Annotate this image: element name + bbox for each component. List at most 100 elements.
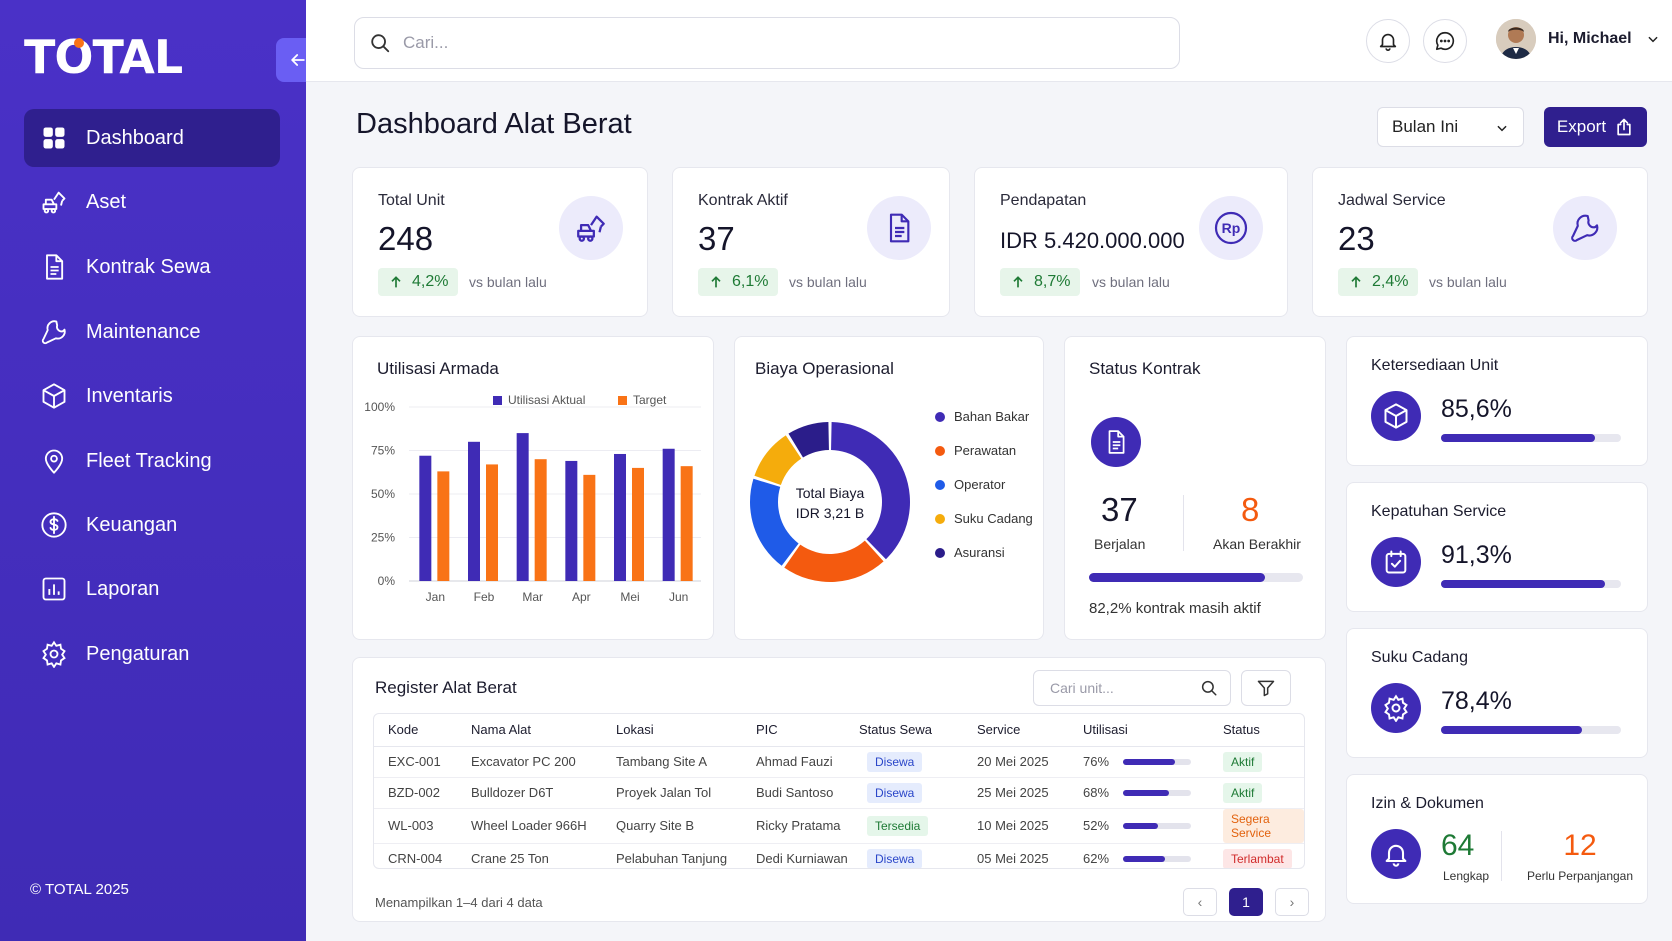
side-progress-track xyxy=(1441,434,1621,442)
table-row[interactable]: WL-003 Wheel Loader 966H Quarry Site B Rick… xyxy=(374,808,1304,844)
donut-slice[interactable] xyxy=(831,422,910,560)
table-row[interactable]: CRN-004 Crane 25 Ton Pelabuhan Tanjung Dedi… xyxy=(374,843,1304,868)
legend-dot xyxy=(935,513,945,524)
bar-aktual[interactable] xyxy=(516,433,529,581)
table-title: Register Alat Berat xyxy=(375,678,517,697)
sidebar-item-pengaturan[interactable]: Pengaturan xyxy=(24,625,280,683)
donut-legend-item: Suku Cadang xyxy=(935,511,1033,526)
bar-aktual[interactable] xyxy=(614,453,626,581)
export-button[interactable]: Export xyxy=(1544,107,1647,147)
period-select[interactable]: Bulan Ini xyxy=(1377,107,1524,147)
legend-label: Utilisasi Aktual xyxy=(508,393,586,407)
x-tick-label: Mei xyxy=(620,590,639,604)
side-value: 85,6% xyxy=(1441,395,1512,423)
column-header[interactable]: Service xyxy=(977,714,1083,747)
sidebar-item-inventaris[interactable]: Inventaris xyxy=(24,367,280,425)
sidebar-item-keuangan[interactable]: Keuangan xyxy=(24,496,280,554)
pagination-page-button[interactable]: 1 xyxy=(1229,888,1263,916)
column-header[interactable]: Status Sewa xyxy=(859,714,977,747)
column-header[interactable]: PIC xyxy=(756,714,859,747)
kpi-value: 248 xyxy=(378,220,434,257)
ending-label: Akan Berakhir xyxy=(1213,536,1301,552)
side-progress-fill xyxy=(1441,726,1583,734)
bar-target[interactable] xyxy=(534,459,547,581)
x-tick-label: Mar xyxy=(522,590,543,604)
cell-nama: Crane 25 Ton xyxy=(471,851,549,867)
topbar: Hi, Michael xyxy=(306,0,1672,82)
sidebar-item-fleet-tracking[interactable]: Fleet Tracking xyxy=(24,432,280,490)
bar-aktual[interactable] xyxy=(565,460,578,581)
bar-aktual[interactable] xyxy=(662,448,675,581)
sidebar-item-maintenance[interactable]: Maintenance xyxy=(24,303,280,361)
column-header[interactable]: Status xyxy=(1223,714,1304,747)
search-icon xyxy=(371,34,390,53)
search-input[interactable] xyxy=(403,33,1103,53)
sidebar-item-dashboard[interactable]: Dashboard xyxy=(24,109,280,167)
kpi-change-badge: 8,7% xyxy=(1000,268,1081,296)
column-header[interactable]: Nama Alat xyxy=(471,714,616,747)
bar-aktual[interactable] xyxy=(468,441,480,581)
table-search[interactable] xyxy=(1033,670,1231,706)
pagination-next-button[interactable]: › xyxy=(1275,888,1309,916)
column-header[interactable]: Kode xyxy=(374,714,471,747)
table-row[interactable]: EXC-001 Excavator PC 200 Tambang Site A Ahm… xyxy=(374,746,1304,778)
brand-logo[interactable]: TOTAL xyxy=(24,30,183,84)
chevron-down-icon xyxy=(1497,125,1507,132)
status-kontrak-card: Status Kontrak 37 Berjalan 8 Akan Berakh… xyxy=(1064,336,1326,640)
column-header[interactable]: Lokasi xyxy=(616,714,756,747)
side-value: 91,3% xyxy=(1441,541,1512,569)
sidebar-item-laporan[interactable]: Laporan xyxy=(24,560,280,618)
kontrak-progress-track xyxy=(1089,573,1303,582)
cell-service: 10 Mei 2025 xyxy=(977,808,1083,844)
x-tick-label: Jun xyxy=(669,590,688,604)
kpi-vs-label: vs bulan lalu xyxy=(789,274,867,290)
bar-target[interactable] xyxy=(486,464,498,581)
y-tick-label: 100% xyxy=(364,400,395,414)
messages-button[interactable] xyxy=(1423,19,1467,63)
donut-slice[interactable] xyxy=(788,422,829,458)
cell-pic: Ahmad Fauzi xyxy=(756,746,859,778)
bar-target[interactable] xyxy=(632,467,644,581)
filter-button[interactable] xyxy=(1241,670,1291,706)
bar-target[interactable] xyxy=(437,471,450,581)
sidebar-item-kontrak-sewa[interactable]: Kontrak Sewa xyxy=(24,238,280,296)
table-row[interactable]: BZD-002 Bulldozer D6T Proyek Jalan Tol Budi… xyxy=(374,777,1304,809)
cell-pic: Ricky Pratama xyxy=(756,808,859,844)
arrow-up-icon xyxy=(1013,276,1023,288)
donut-slice[interactable] xyxy=(750,478,799,566)
excavator-icon xyxy=(42,191,66,214)
donut-slice[interactable] xyxy=(784,540,884,582)
table-search-input[interactable] xyxy=(1050,680,1200,696)
util-track xyxy=(1123,855,1192,862)
sidebar-item-label: Aset xyxy=(86,190,127,213)
bar-target[interactable] xyxy=(680,466,693,581)
chart-title: Biaya Operasional xyxy=(755,359,894,378)
gear-icon xyxy=(42,640,66,668)
util-value: 52% xyxy=(1083,818,1110,833)
notification-button[interactable] xyxy=(1366,19,1410,63)
kepatuhan-service-card: Kepatuhan Service 91,3% xyxy=(1346,482,1648,612)
running-count: 37 xyxy=(1101,491,1138,528)
docs-renew-count: 12 xyxy=(1563,829,1597,862)
column-header[interactable]: Utilisasi xyxy=(1083,714,1223,747)
side-icon-wrap xyxy=(1371,391,1421,441)
sidebar-item-label: Keuangan xyxy=(86,513,178,536)
kpi-label: Total Unit xyxy=(378,192,445,209)
page-title: Dashboard Alat Berat xyxy=(356,108,632,140)
donut-center: Total Biaya IDR 3,21 B xyxy=(755,485,905,521)
bar-target[interactable] xyxy=(583,474,596,581)
legend-dot xyxy=(935,479,945,490)
user-menu[interactable]: Hi, Michael xyxy=(1496,19,1660,59)
kpi-change-value: 4,2% xyxy=(412,273,449,290)
sidebar-item-aset[interactable]: Aset xyxy=(24,173,280,231)
side-icon-wrap xyxy=(1371,829,1421,879)
bar-aktual[interactable] xyxy=(419,455,432,581)
card-title: Ketersediaan Unit xyxy=(1371,357,1499,374)
donut-slice[interactable] xyxy=(754,435,802,485)
svg-text:Rp: Rp xyxy=(1222,220,1241,236)
kpi-change-badge: 2,4% xyxy=(1338,268,1419,296)
y-tick-label: 50% xyxy=(371,487,395,501)
global-search[interactable] xyxy=(354,17,1180,69)
cell-kode: EXC-001 xyxy=(374,746,471,778)
pagination-prev-button[interactable]: ‹ xyxy=(1183,888,1217,916)
